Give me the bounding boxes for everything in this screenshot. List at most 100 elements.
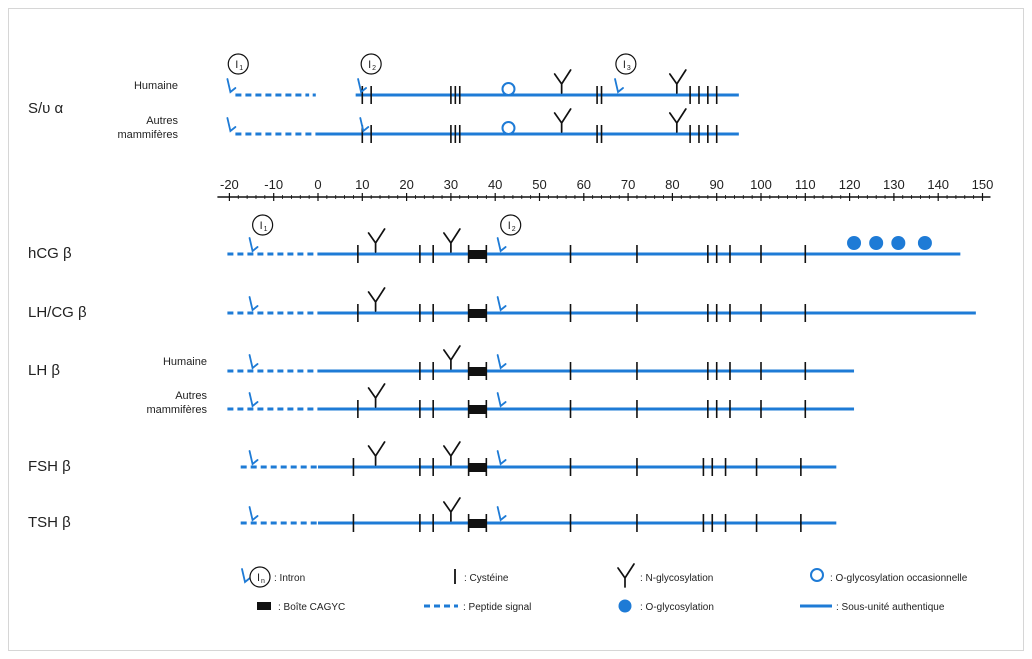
intron-icon <box>357 78 367 94</box>
intron-marker-index: 2 <box>372 65 376 72</box>
legend-n-glycosylation: : N-glycosylation <box>640 573 713 584</box>
axis-tick-label: 100 <box>750 177 772 192</box>
intron-marker-label: I <box>257 572 260 584</box>
axis-tick-label: 80 <box>665 177 679 192</box>
intron-marker-index: 1 <box>264 226 268 233</box>
alpha-row: Autres mammifères <box>117 108 739 143</box>
beta-row: LH β Humaine <box>28 345 855 380</box>
intron-icon <box>226 78 237 94</box>
intron-icon <box>496 506 507 522</box>
axis-tick-label: 90 <box>709 177 723 192</box>
n-glycosylation-icon <box>553 69 572 94</box>
axis-tick-label: 60 <box>577 177 591 192</box>
axis-tick-label: -10 <box>264 177 283 192</box>
beta-subunit-label: LH β <box>28 362 60 379</box>
n-glycosylation-icon <box>367 228 386 253</box>
o-glycosylation-icon <box>891 236 906 250</box>
intron-marker-label: I <box>235 59 238 71</box>
intron-icon <box>359 117 370 133</box>
o-glycosylation-icon <box>618 599 632 613</box>
position-axis: -20 -10 0 10 20 30 40 50 60 70 80 90 100 110 120 130 140… <box>217 177 993 201</box>
intron-marker-circle <box>227 53 249 75</box>
intron-marker-circle <box>252 214 274 236</box>
o-glycosylation-occasional-icon <box>810 568 824 582</box>
cagyc-box <box>468 250 487 259</box>
species-label: Autres <box>175 390 207 402</box>
intron-icon <box>248 296 259 312</box>
axis-tick-label: 150 <box>972 177 994 192</box>
axis-tick-label: 110 <box>795 177 816 192</box>
beta-subunit-label: LH/CG β <box>28 304 87 321</box>
cagyc-box <box>468 367 487 376</box>
legend-cagyc: : Boîte CAGYC <box>278 602 345 613</box>
cagyc-box <box>468 405 487 414</box>
n-glycosylation-icon <box>443 497 461 522</box>
o-glycosylation-icon <box>847 236 862 250</box>
intron-icon <box>226 117 237 133</box>
legend-o-glycosylation-occasional: : O-glycosylation occasionnelle <box>830 573 968 584</box>
legend-cysteine: : Cystéine <box>464 573 509 584</box>
species-label: Autres <box>146 115 178 127</box>
n-glycosylation-icon <box>668 108 687 133</box>
n-glycosylation-icon <box>367 383 386 408</box>
intron-marker-label: I <box>368 59 371 71</box>
intron-marker-label: I <box>260 220 263 232</box>
species-label: Humaine <box>134 80 178 92</box>
intron-icon <box>496 354 507 370</box>
alpha-row: Humaine <box>134 69 739 104</box>
cagyc-box <box>257 602 271 610</box>
axis-tick-label: 70 <box>621 177 635 192</box>
n-glycosylation-icon <box>553 108 572 133</box>
intron-icon <box>248 237 259 253</box>
cagyc-box <box>468 519 487 528</box>
n-glycosylation-icon <box>443 228 461 253</box>
intron-icon <box>248 354 259 370</box>
n-glycosylation-icon <box>668 69 687 94</box>
o-glycosylation-icon <box>869 236 884 250</box>
legend-subunit: : Sous-unité authentique <box>836 602 945 613</box>
beta-subunit-label: TSH β <box>28 514 71 531</box>
o-glycosylation-icon <box>917 236 932 250</box>
beta-row: hCG βI 1 I 2 <box>28 214 961 263</box>
axis-tick-label: 30 <box>444 177 458 192</box>
o-glycosylation-occasional-icon <box>501 82 516 96</box>
n-glycosylation-icon <box>617 563 635 588</box>
beta-row: TSH β <box>28 497 837 532</box>
intron-icon <box>248 506 259 522</box>
figure-frame <box>8 8 1024 651</box>
beta-subunit-label: hCG β <box>28 245 72 262</box>
intron-icon <box>496 450 507 466</box>
intron-marker-circle <box>249 566 271 588</box>
n-glycosylation-icon <box>367 441 386 466</box>
intron-marker-circle <box>360 53 382 75</box>
n-glycosylation-icon <box>443 345 461 370</box>
intron-marker-circle <box>615 53 637 75</box>
o-glycosylation-occasional-icon <box>501 121 516 135</box>
beta-row: FSH β <box>28 441 837 476</box>
n-glycosylation-icon <box>443 441 461 466</box>
species-label: mammifères <box>117 129 178 141</box>
axis-tick-label: 20 <box>399 177 413 192</box>
intron-marker-label: I <box>623 59 626 71</box>
axis-tick-label: -20 <box>220 177 239 192</box>
intron-icon <box>248 392 259 408</box>
axis-tick-label: 140 <box>927 177 949 192</box>
axis-tick-label: 40 <box>488 177 502 192</box>
intron-icon <box>496 237 507 253</box>
axis-tick-label: 120 <box>839 177 861 192</box>
intron-marker-index: 3 <box>627 65 631 72</box>
beta-row: LH/CG β <box>28 287 976 322</box>
axis-tick-label: 50 <box>532 177 546 192</box>
axis-tick-label: 130 <box>883 177 905 192</box>
species-label: mammifères <box>146 404 207 416</box>
species-label: Humaine <box>163 356 207 368</box>
intron-icon <box>241 568 251 584</box>
legend-o-glycosylation: : O-glycosylation <box>640 602 714 613</box>
legend-intron: : Intron <box>274 573 305 584</box>
n-glycosylation-icon <box>367 287 386 312</box>
intron-icon <box>496 392 507 408</box>
intron-marker-index: 1 <box>239 65 243 72</box>
